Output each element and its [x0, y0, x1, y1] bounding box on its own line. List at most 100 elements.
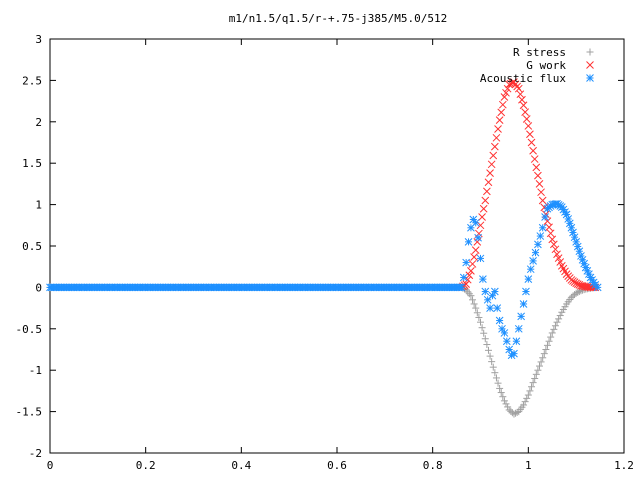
data-point [502, 88, 510, 97]
data-point [521, 398, 529, 406]
data-point [484, 178, 493, 187]
data-point [523, 394, 531, 402]
data-point [465, 290, 473, 298]
data-point [470, 253, 478, 261]
data-point [548, 235, 557, 244]
data-point [529, 379, 537, 387]
data-point [556, 258, 565, 266]
data-point [483, 341, 491, 349]
data-point [534, 366, 542, 374]
data-point [491, 369, 499, 377]
data-point [504, 403, 512, 411]
data-point [543, 341, 551, 349]
x-tick-label: 0.2 [136, 459, 156, 472]
data-point [534, 240, 542, 249]
data-point [554, 254, 563, 262]
data-point [549, 240, 558, 249]
data-point [562, 210, 571, 219]
data-point [555, 315, 563, 323]
data-point [532, 163, 541, 172]
data-point [526, 130, 534, 139]
data-point [529, 257, 537, 265]
data-point [538, 196, 547, 205]
data-point [532, 370, 540, 378]
data-point [503, 84, 512, 93]
data-point [493, 304, 502, 312]
data-point [519, 300, 528, 308]
data-point [524, 275, 533, 283]
data-point [481, 287, 490, 296]
x-tick-label: 0.8 [423, 459, 443, 472]
y-tick-label: 1 [35, 199, 42, 212]
data-point [497, 389, 505, 397]
data-point [531, 248, 540, 257]
data-point [475, 313, 483, 321]
data-point [512, 337, 521, 346]
legend-label: R stress [513, 46, 566, 59]
data-point [535, 180, 544, 188]
data-point [495, 116, 504, 124]
data-point [476, 254, 485, 263]
data-point [546, 229, 555, 238]
data-point [478, 324, 486, 332]
x-tick-label: 1 [525, 459, 532, 472]
data-point [462, 258, 471, 267]
data-point [537, 188, 545, 197]
data-point [578, 282, 587, 290]
data-point [526, 265, 535, 274]
data-point [581, 282, 590, 291]
series-r-stress [46, 283, 599, 418]
data-point [577, 287, 585, 295]
data-point [483, 187, 491, 196]
data-point [548, 329, 556, 337]
data-point [547, 333, 555, 341]
data-point [497, 108, 506, 117]
data-point [567, 223, 576, 232]
data-point [499, 393, 507, 401]
data-point [539, 354, 547, 362]
data-point [556, 312, 564, 320]
data-point [468, 260, 477, 268]
data-point [479, 204, 488, 213]
data-point [488, 358, 496, 366]
data-point [484, 346, 492, 354]
y-tick-label: 3 [35, 33, 42, 46]
data-point [538, 223, 547, 232]
data-point [522, 287, 530, 296]
legend-label: G work [526, 59, 566, 72]
data-point [572, 238, 581, 246]
data-point [474, 233, 482, 242]
x-tick-label: 0.4 [231, 459, 251, 472]
legend-marker [586, 61, 594, 69]
legend-marker [586, 48, 594, 56]
data-point [472, 304, 480, 312]
data-point [537, 358, 545, 366]
data-point [498, 100, 507, 109]
data-point [510, 410, 518, 418]
data-point [477, 318, 484, 326]
data-point [492, 374, 500, 382]
data-point [526, 387, 534, 395]
data-point [494, 125, 502, 133]
data-point [464, 238, 473, 246]
data-point [528, 383, 536, 391]
data-point [510, 349, 518, 358]
data-point [486, 304, 494, 312]
data-point [469, 296, 477, 304]
data-point [593, 283, 602, 292]
data-point [530, 155, 539, 163]
data-point [481, 335, 489, 343]
data-point [521, 108, 529, 116]
data-point [516, 90, 525, 99]
data-point [553, 318, 561, 326]
data-point [489, 151, 498, 160]
y-tick-label: 0.5 [22, 240, 42, 253]
data-point [500, 93, 509, 101]
data-point [577, 281, 585, 290]
data-point [519, 101, 528, 110]
data-point [529, 146, 537, 155]
data-point [500, 397, 508, 405]
data-point [513, 408, 521, 416]
data-point [486, 352, 494, 360]
